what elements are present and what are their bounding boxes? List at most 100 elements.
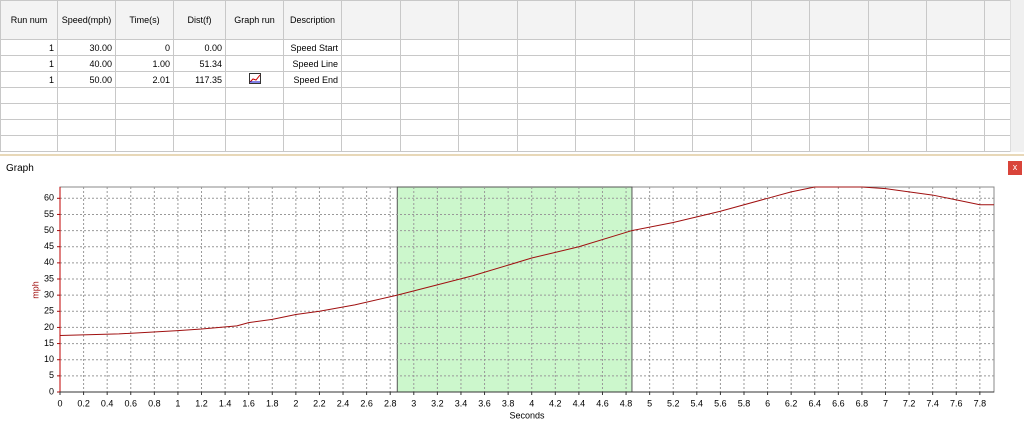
empty-header [458, 0, 518, 40]
empty-cell [0, 103, 58, 120]
empty-cell [692, 103, 752, 120]
empty-cell [458, 119, 518, 136]
empty-cell [173, 87, 226, 104]
empty-cell [173, 135, 226, 152]
y-tick-label: 30 [44, 290, 54, 300]
empty-cell [692, 55, 752, 72]
y-tick-label: 45 [44, 241, 54, 251]
empty-cell [458, 55, 518, 72]
cell: 0.00 [173, 39, 226, 56]
empty-cell [283, 135, 342, 152]
empty-cell [517, 71, 576, 88]
empty-cell [809, 135, 869, 152]
cell: 1 [0, 55, 58, 72]
empty-cell [926, 135, 985, 152]
empty-cell [458, 71, 518, 88]
empty-cell [115, 103, 174, 120]
x-tick-label: 2.4 [337, 398, 350, 408]
empty-header [926, 0, 985, 40]
empty-header [634, 0, 693, 40]
cell: Speed Line [283, 55, 342, 72]
y-tick-label: 0 [49, 386, 54, 396]
empty-cell [751, 71, 810, 88]
x-tick-label: 3.6 [478, 398, 491, 408]
graph-icon[interactable] [248, 73, 261, 84]
x-tick-label: 0.2 [77, 398, 90, 408]
empty-cell [341, 55, 401, 72]
x-tick-label: 3.4 [455, 398, 468, 408]
empty-header [517, 0, 576, 40]
empty-cell [751, 135, 810, 152]
empty-cell [634, 71, 693, 88]
empty-cell [751, 119, 810, 136]
column-header: Speed(mph) [57, 0, 116, 40]
x-tick-label: 3 [411, 398, 416, 408]
empty-cell [984, 39, 1011, 56]
empty-cell [809, 55, 869, 72]
cell: Speed End [283, 71, 342, 88]
empty-cell [868, 39, 927, 56]
x-tick-label: 0.4 [101, 398, 114, 408]
empty-cell [341, 103, 401, 120]
x-tick-label: 7.6 [950, 398, 963, 408]
x-tick-label: 1.2 [195, 398, 208, 408]
empty-cell [575, 135, 635, 152]
y-tick-label: 50 [44, 225, 54, 235]
y-tick-label: 25 [44, 306, 54, 316]
x-tick-label: 6.2 [785, 398, 798, 408]
x-tick-label: 4.2 [549, 398, 562, 408]
empty-cell [575, 71, 635, 88]
x-tick-label: 2 [293, 398, 298, 408]
x-tick-label: 6.6 [832, 398, 845, 408]
empty-cell [341, 87, 401, 104]
scrollbar[interactable] [1010, 0, 1024, 152]
empty-cell [283, 87, 342, 104]
empty-cell [400, 103, 459, 120]
x-tick-label: 5 [647, 398, 652, 408]
empty-cell [751, 55, 810, 72]
empty-cell [57, 87, 116, 104]
empty-cell [984, 103, 1011, 120]
panel-title: Graph [6, 163, 34, 174]
empty-cell [926, 39, 985, 56]
empty-cell [692, 135, 752, 152]
x-tick-label: 7.8 [974, 398, 987, 408]
empty-cell [458, 87, 518, 104]
cell: 30.00 [57, 39, 116, 56]
empty-cell [115, 87, 174, 104]
cell: 51.34 [173, 55, 226, 72]
x-tick-label: 1.4 [219, 398, 232, 408]
empty-cell [458, 103, 518, 120]
empty-cell [341, 135, 401, 152]
empty-cell [400, 55, 459, 72]
x-tick-label: 2.2 [313, 398, 326, 408]
empty-cell [692, 39, 752, 56]
close-button[interactable]: x [1008, 161, 1022, 175]
empty-cell [809, 71, 869, 88]
empty-cell [0, 135, 58, 152]
empty-cell [57, 103, 116, 120]
cell: 1 [0, 71, 58, 88]
x-tick-label: 7.2 [903, 398, 916, 408]
empty-cell [984, 135, 1011, 152]
x-tick-label: 6.4 [808, 398, 821, 408]
empty-cell [225, 55, 284, 72]
cell: 117.35 [173, 71, 226, 88]
empty-cell [0, 119, 58, 136]
empty-cell [926, 87, 985, 104]
cell: 50.00 [57, 71, 116, 88]
x-tick-label: 0.6 [124, 398, 137, 408]
x-tick-label: 4.8 [620, 398, 633, 408]
empty-cell [458, 39, 518, 56]
cell: 0 [115, 39, 174, 56]
empty-cell [225, 87, 284, 104]
cell: 1 [0, 39, 58, 56]
x-tick-label: 4.4 [573, 398, 586, 408]
x-tick-label: 3.8 [502, 398, 515, 408]
empty-cell [517, 103, 576, 120]
empty-cell [341, 119, 401, 136]
empty-cell [517, 135, 576, 152]
empty-cell [575, 119, 635, 136]
empty-header [341, 0, 401, 40]
empty-cell [115, 119, 174, 136]
